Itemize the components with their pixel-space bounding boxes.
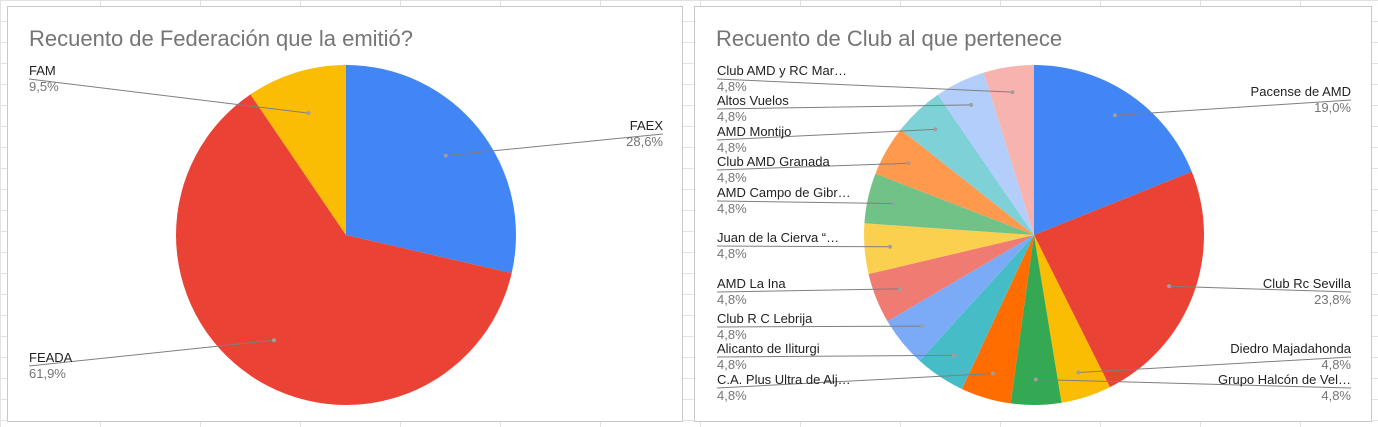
pie-slice[interactable] [961, 235, 1034, 404]
pie-slice[interactable] [983, 65, 1034, 235]
label-anchor-dot [1010, 90, 1015, 95]
pie-slice[interactable] [1010, 235, 1062, 406]
slice-label: Club R C Lebrija [717, 311, 813, 326]
slice-percent-label: 4,8% [717, 201, 747, 216]
label-leader-line [716, 200, 893, 205]
pie-slice[interactable] [868, 235, 1034, 322]
label-leader-line [716, 78, 1013, 93]
pie-slice[interactable] [250, 65, 346, 235]
slice-label: AMD La Ina [717, 276, 786, 291]
chart-federacion[interactable]: Recuento de Federación que la emitió? FA… [7, 6, 683, 422]
chart-title: Recuento de Federación que la emitió? [29, 26, 414, 51]
pie-slice[interactable] [176, 94, 512, 405]
slice-percent-label: 61,9% [29, 366, 66, 381]
label-leader-line [716, 373, 994, 389]
label-anchor-dot [990, 371, 995, 376]
chart-title: Recuento de Club al que pertenece [716, 26, 1063, 51]
label-leader-line [716, 245, 890, 248]
pie-slice[interactable] [887, 235, 1034, 361]
label-anchor-dot [906, 161, 911, 166]
label-leader-line [1114, 99, 1352, 116]
label-anchor-dot [951, 353, 956, 358]
label-anchor-dot [887, 244, 892, 249]
label-anchor-dot [1167, 284, 1172, 289]
pie-slice[interactable] [1034, 235, 1110, 403]
slice-percent-label: 4,8% [717, 292, 747, 307]
slice-label: Club AMD Granada [717, 154, 830, 169]
label-leader-line [445, 133, 664, 157]
slice-percent-label: 4,8% [717, 140, 747, 155]
slice-label: Alicanto de Iliturgi [717, 341, 820, 356]
slice-percent-label: 28,6% [626, 134, 663, 149]
label-anchor-dot [919, 324, 924, 329]
label-leader-line [1035, 378, 1352, 389]
label-anchor-dot [1076, 370, 1081, 375]
label-leader-line [716, 104, 972, 110]
slice-label: Pacense de AMD [1251, 84, 1351, 99]
pie-slice[interactable] [864, 173, 1034, 235]
pie-slice[interactable] [1034, 65, 1192, 235]
label-leader-line [716, 325, 922, 328]
pie-slice[interactable] [1034, 171, 1204, 388]
label-anchor-dot [272, 338, 277, 343]
slice-percent-label: 23,8% [1314, 292, 1351, 307]
slice-label: Grupo Halcón de Vel… [1218, 372, 1351, 387]
label-leader-line [716, 288, 900, 293]
pie-slice[interactable] [875, 129, 1034, 235]
label-anchor-dot [1112, 113, 1117, 118]
pie-slice[interactable] [937, 72, 1034, 235]
slice-label: FAM [29, 63, 56, 78]
slice-label: Club Rc Sevilla [1263, 276, 1352, 291]
slice-label: AMD Montijo [717, 124, 791, 139]
slice-label: FAEX [630, 118, 664, 133]
slice-percent-label: 4,8% [1321, 357, 1351, 372]
label-anchor-dot [933, 127, 938, 132]
slice-percent-label: 4,8% [717, 357, 747, 372]
slice-percent-label: 4,8% [717, 327, 747, 342]
slice-label: C.A. Plus Ultra de Alj… [717, 372, 851, 387]
label-anchor-dot [1033, 377, 1038, 382]
label-anchor-dot [969, 102, 974, 107]
slice-label: Diedro Majadahonda [1230, 341, 1351, 356]
pie-slice[interactable] [864, 223, 1034, 275]
label-leader-line [1169, 285, 1352, 293]
label-leader-line [716, 162, 909, 171]
chart-club[interactable]: Recuento de Club al que pertenece Pacens… [694, 6, 1372, 422]
label-leader-line [28, 339, 275, 367]
slice-label: Juan de la Cierva “… [717, 230, 839, 245]
slice-percent-label: 9,5% [29, 79, 59, 94]
label-leader-line [716, 128, 936, 141]
slice-percent-label: 4,8% [717, 170, 747, 185]
slice-percent-label: 4,8% [717, 388, 747, 403]
label-anchor-dot [890, 201, 895, 206]
slice-percent-label: 19,0% [1314, 100, 1351, 115]
label-leader-line [716, 354, 954, 358]
slice-label: AMD Campo de Gibr… [717, 185, 851, 200]
label-leader-line [28, 78, 309, 114]
slice-percent-label: 4,8% [717, 246, 747, 261]
pie-slice[interactable] [919, 235, 1034, 389]
label-anchor-dot [306, 111, 311, 116]
label-leader-line [1078, 356, 1352, 373]
slice-label: Altos Vuelos [717, 93, 789, 108]
label-anchor-dot [897, 286, 902, 291]
pie-slice[interactable] [346, 65, 516, 274]
slice-label: Club AMD y RC Mar… [717, 63, 847, 78]
slice-percent-label: 4,8% [717, 109, 747, 124]
slice-label: FEADA [29, 350, 73, 365]
label-anchor-dot [443, 153, 448, 158]
slice-percent-label: 4,8% [717, 79, 747, 94]
slice-percent-label: 4,8% [1321, 388, 1351, 403]
